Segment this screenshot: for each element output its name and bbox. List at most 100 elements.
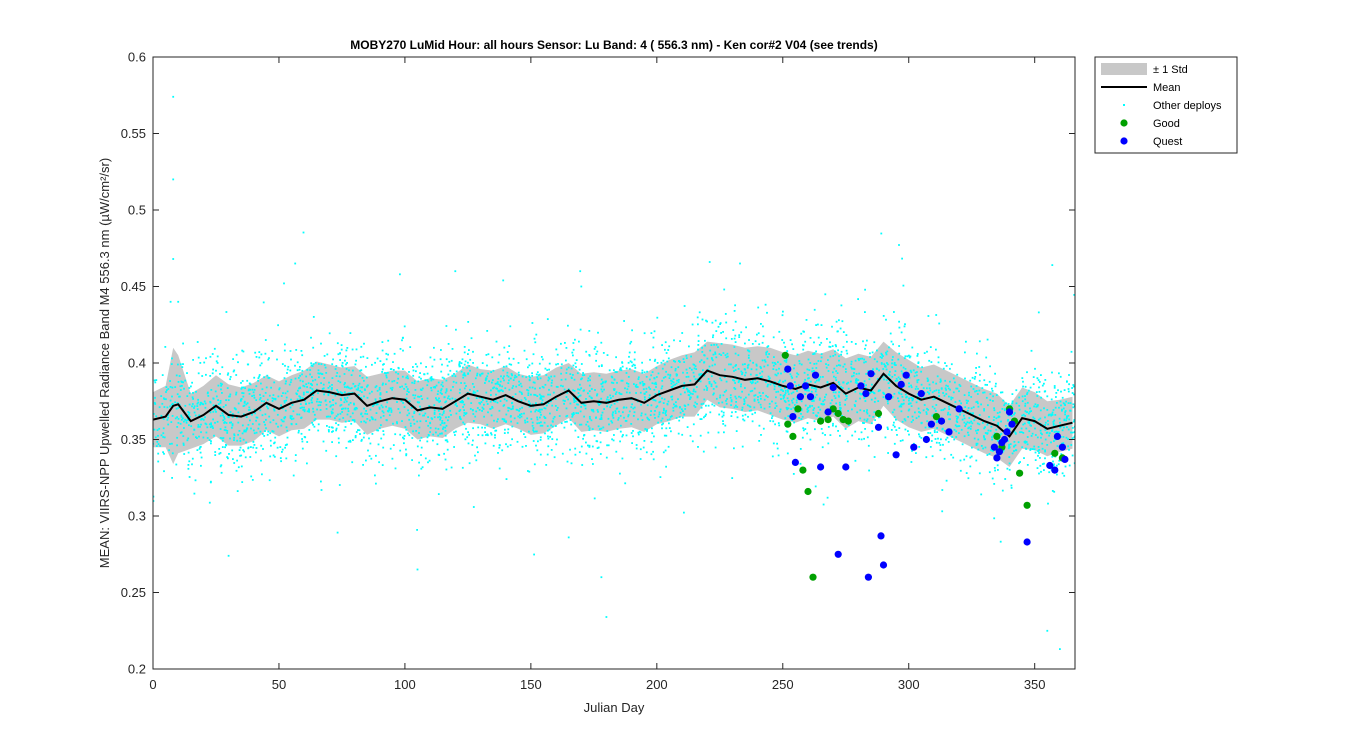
other-deploy-point <box>555 425 557 427</box>
other-deploy-point <box>1006 419 1009 422</box>
other-deploy-point <box>863 361 865 364</box>
other-deploy-point <box>241 392 244 394</box>
other-deploy-point <box>1055 392 1058 394</box>
other-deploy-point <box>1057 389 1059 392</box>
other-deploy-point <box>190 425 193 428</box>
other-deploy-point <box>763 365 766 368</box>
other-deploy-point <box>598 404 600 406</box>
other-deploy-point <box>651 371 654 373</box>
other-deploy-point <box>228 453 230 455</box>
other-deploy-point <box>959 413 961 416</box>
other-deploy-point <box>264 352 267 355</box>
other-deploy-point <box>412 366 414 368</box>
other-deploy-point <box>959 411 962 414</box>
x-tick-label: 250 <box>772 677 794 692</box>
other-deploy-point <box>571 351 574 354</box>
other-deploy-point <box>472 362 474 364</box>
other-deploy-point <box>987 429 990 432</box>
other-deploy-point <box>237 402 240 405</box>
other-deploy-point <box>694 406 697 408</box>
other-deploy-point <box>570 423 573 426</box>
other-deploy-point <box>894 370 897 372</box>
other-deploy-point <box>677 379 680 381</box>
other-deploy-point <box>635 383 638 386</box>
other-deploy-point <box>426 397 429 400</box>
other-deploy-point <box>786 430 789 433</box>
other-deploy-point <box>662 451 665 454</box>
other-deploy-point <box>379 398 382 400</box>
other-deploy-point <box>803 330 805 333</box>
other-deploy-point <box>670 430 672 433</box>
other-deploy-point <box>472 392 475 394</box>
other-deploy-point <box>241 380 244 382</box>
other-deploy-point <box>512 385 515 387</box>
other-deploy-point <box>859 392 861 395</box>
good-point <box>932 413 941 421</box>
other-deploy-point <box>527 389 530 392</box>
other-deploy-point <box>1044 429 1047 431</box>
other-deploy-point <box>960 402 962 405</box>
other-deploy-point <box>215 360 218 363</box>
other-deploy-point <box>474 454 476 457</box>
other-deploy-point <box>705 404 707 407</box>
other-deploy-point <box>386 371 389 374</box>
other-deploy-point <box>822 403 824 406</box>
other-deploy-point <box>1071 437 1074 440</box>
other-deploy-point <box>160 434 163 437</box>
other-deploy-point <box>929 432 932 434</box>
other-deploy-point <box>192 398 194 400</box>
other-deploy-point <box>445 416 447 419</box>
other-deploy-point <box>614 410 617 412</box>
other-deploy-point <box>182 435 185 437</box>
other-deploy-point <box>373 403 376 406</box>
other-deploy-point <box>724 313 727 315</box>
other-deploy-point <box>194 414 197 417</box>
other-deploy-point <box>881 354 883 356</box>
other-deploy-point <box>209 411 212 414</box>
other-deploy-point <box>815 362 818 365</box>
other-deploy-point <box>935 404 938 406</box>
other-deploy-point <box>697 446 699 448</box>
other-deploy-point <box>976 393 979 395</box>
other-deploy-point <box>493 400 495 403</box>
x-axis-label: Julian Day <box>584 700 645 715</box>
other-deploy-point <box>928 426 931 429</box>
other-deploy-point <box>782 380 785 383</box>
other-deploy-point <box>990 449 993 452</box>
other-deploy-point <box>928 359 931 362</box>
other-deploy-point <box>872 416 875 418</box>
other-deploy-point <box>329 400 331 403</box>
other-deploy-point <box>993 407 995 410</box>
other-deploy-point <box>951 436 954 438</box>
other-deploy-point <box>1061 472 1064 475</box>
other-deploy-point <box>852 374 855 377</box>
other-deploy-point <box>683 511 685 514</box>
other-deploy-point <box>312 316 315 318</box>
other-deploy-point <box>477 451 479 454</box>
other-deploy-point <box>775 396 777 399</box>
other-deploy-point <box>299 397 302 400</box>
good-point <box>817 417 825 425</box>
other-deploy-point <box>740 385 742 388</box>
other-deploy-point <box>546 425 549 427</box>
other-deploy-point <box>854 359 857 362</box>
other-deploy-point <box>549 435 551 438</box>
other-deploy-point <box>513 417 516 420</box>
other-deploy-point <box>588 395 591 398</box>
other-deploy-point <box>880 352 883 355</box>
other-deploy-point <box>438 415 441 418</box>
other-deploy-point <box>572 354 574 357</box>
other-deploy-point <box>785 406 788 409</box>
other-deploy-point <box>432 433 435 436</box>
other-deploy-point <box>272 430 275 433</box>
other-deploy-point <box>648 396 651 399</box>
other-deploy-point <box>284 382 287 385</box>
other-deploy-point <box>366 385 368 388</box>
other-deploy-point <box>536 395 539 397</box>
other-deploy-point <box>899 389 902 391</box>
other-deploy-point <box>246 379 249 382</box>
other-deploy-point <box>242 438 245 441</box>
other-deploy-point <box>458 362 461 365</box>
other-deploy-point <box>174 401 176 404</box>
other-deploy-point <box>176 402 179 404</box>
